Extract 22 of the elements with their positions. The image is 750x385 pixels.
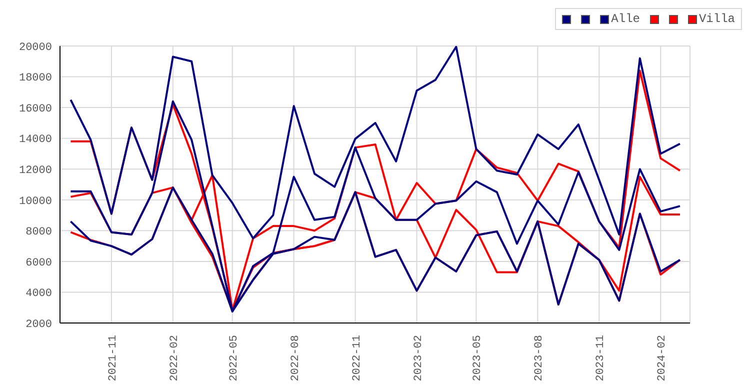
y-tick-label: 4000 bbox=[26, 288, 52, 300]
y-tick-label: 10000 bbox=[18, 196, 52, 208]
x-tick-label: 2022-11 bbox=[351, 334, 364, 382]
legend-label: Alle bbox=[611, 12, 640, 26]
y-tick-label: 2000 bbox=[26, 318, 52, 331]
legend-label: Villa bbox=[698, 12, 735, 26]
x-tick-label: 2024-02 bbox=[656, 335, 669, 382]
x-tick-label: 2023-02 bbox=[412, 335, 425, 382]
y-tick-label: 20000 bbox=[18, 42, 52, 54]
y-tick-label: 16000 bbox=[18, 103, 52, 116]
y-tick-label: 6000 bbox=[26, 257, 52, 270]
x-tick-label: 2021-11 bbox=[107, 334, 120, 382]
y-tick-label: 8000 bbox=[26, 226, 52, 239]
x-tick-label: 2022-08 bbox=[290, 335, 302, 382]
x-tick-label: 2022-05 bbox=[228, 335, 240, 382]
x-tick-label: 2023-05 bbox=[472, 335, 484, 382]
x-tick-label: 2023-11 bbox=[595, 334, 608, 382]
y-tick-label: 14000 bbox=[18, 134, 52, 146]
y-tick-label: 18000 bbox=[18, 72, 52, 85]
x-tick-label: 2022-02 bbox=[168, 335, 181, 382]
x-tick-label: 2023-08 bbox=[534, 335, 546, 382]
y-tick-label: 12000 bbox=[18, 165, 52, 178]
